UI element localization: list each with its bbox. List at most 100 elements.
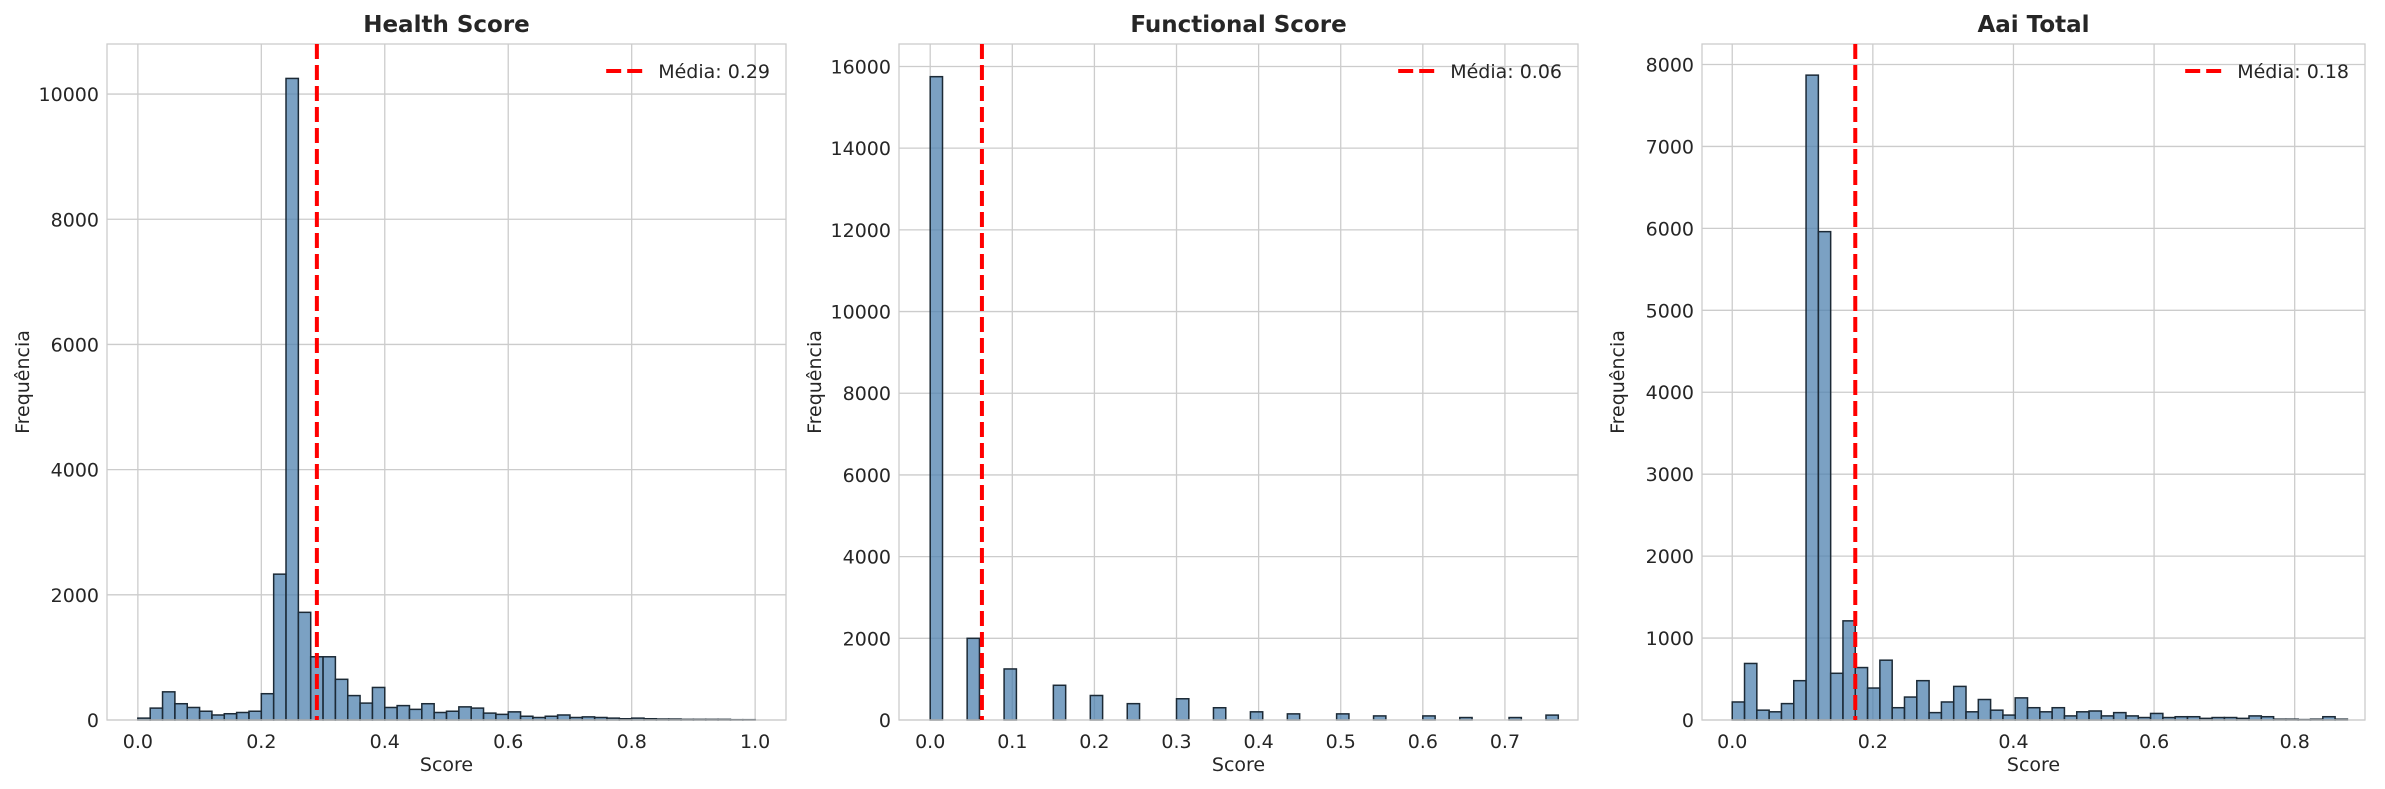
axes-frame — [106, 43, 787, 721]
chart-title: Health Score — [363, 12, 530, 38]
histogram-bar — [433, 711, 448, 721]
histogram-bar — [297, 611, 312, 721]
histogram-bar — [235, 711, 250, 721]
histogram-bar — [2088, 710, 2103, 721]
histogram-bar — [1731, 701, 1746, 721]
legend: Média: 0.18 — [2185, 61, 2349, 83]
histogram-bar — [346, 694, 361, 721]
x-tick-label: 1.0 — [740, 731, 770, 753]
histogram-bar — [1286, 713, 1301, 721]
x-tick-label: 0.8 — [2280, 731, 2310, 753]
histogram-bar — [1212, 706, 1227, 721]
histogram-bar — [2026, 706, 2041, 721]
histogram-bar — [1089, 694, 1104, 721]
histogram-bar — [1989, 709, 2004, 721]
x-tick-label: 0.2 — [1858, 731, 1888, 753]
legend: Média: 0.06 — [1398, 61, 1562, 83]
x-tick-label: 0.6 — [493, 731, 523, 753]
x-tick-label: 0.2 — [1079, 731, 1109, 753]
chart-title: Aai Total — [1977, 12, 2089, 38]
y-tick-label: 8000 — [1646, 54, 1694, 76]
histogram-bar — [1916, 679, 1930, 721]
histogram-panel-functional-score: 0.0 0.1 0.2 0.3 0.4 0.5 0.6 0.7 0 2000 4000 6000 800… — [804, 12, 1579, 776]
legend-label: Média: 0.18 — [2237, 61, 2349, 83]
x-tick-label: 0.4 — [1998, 731, 2028, 753]
histogram-bar — [2075, 711, 2090, 721]
y-tick-label: 8000 — [843, 383, 891, 405]
x-axis-label: Score — [1212, 754, 1265, 776]
x-tick-label: 0.0 — [123, 731, 153, 753]
histogram-bar — [1768, 711, 1783, 721]
y-tick-label: 6000 — [1646, 218, 1694, 240]
x-tick-label: 0.6 — [1408, 731, 1438, 753]
histogram-bar — [1879, 659, 1893, 721]
histogram-bar — [1903, 696, 1918, 721]
histogram-bar — [384, 706, 398, 721]
x-tick-label: 0.5 — [1326, 731, 1356, 753]
histogram-bar — [1756, 709, 1770, 721]
y-tick-label: 3000 — [1646, 464, 1694, 486]
histogram-bar — [1126, 702, 1141, 721]
histogram-bar — [1052, 684, 1067, 721]
y-tick-label: 6000 — [51, 334, 99, 356]
y-tick-label: 10000 — [39, 84, 99, 106]
histogram-bar — [421, 702, 435, 721]
histogram-bar — [334, 678, 349, 721]
y-tick-label: 0 — [1682, 710, 1694, 732]
axes-frame — [1701, 43, 2366, 721]
histogram-bar — [408, 708, 423, 721]
histogram-bar — [2014, 697, 2029, 721]
x-tick-label: 0.7 — [1490, 731, 1520, 753]
axes-frame — [898, 43, 1579, 721]
y-tick-label: 0 — [879, 710, 891, 732]
x-tick-label: 0.8 — [617, 731, 647, 753]
y-tick-label: 7000 — [1646, 136, 1694, 158]
y-tick-label: 8000 — [51, 209, 99, 231]
y-axis-label: Frequência — [1607, 330, 1629, 434]
histogram-bar — [2039, 711, 2053, 721]
y-tick-label: 6000 — [843, 465, 891, 487]
x-tick-label: 0.4 — [370, 731, 400, 753]
y-tick-label: 5000 — [1646, 300, 1694, 322]
x-tick-label: 0.1 — [997, 731, 1027, 753]
histogram-bar — [1175, 698, 1190, 721]
histogram-bar — [482, 712, 497, 721]
histogram-bar — [966, 637, 981, 721]
legend-label: Média: 0.06 — [1450, 61, 1562, 83]
histogram-bar — [2112, 711, 2127, 721]
x-tick-label: 0.6 — [2139, 731, 2169, 753]
histogram-bar — [1866, 687, 1881, 721]
histogram-bar — [1891, 706, 1906, 721]
histogram-bar — [1940, 701, 1955, 721]
histogram-bar — [174, 702, 188, 721]
histogram-bar — [1249, 711, 1264, 721]
histogram-bar — [1829, 672, 1844, 721]
histogram-bar — [556, 714, 571, 721]
histogram-bar — [1003, 668, 1018, 721]
histogram-bar — [285, 77, 300, 721]
legend-label: Média: 0.29 — [658, 61, 770, 83]
y-tick-label: 0 — [87, 710, 99, 732]
histogram-bar — [929, 75, 944, 721]
histogram-bar — [149, 707, 164, 721]
y-tick-label: 14000 — [831, 138, 891, 160]
histogram-bar — [1977, 698, 1992, 721]
x-axis-label: Score — [420, 754, 473, 776]
histogram-bar — [161, 691, 176, 721]
histogram-bar — [359, 702, 374, 721]
y-tick-label: 2000 — [843, 628, 891, 650]
histogram-bar — [1805, 74, 1820, 721]
legend: Média: 0.29 — [606, 61, 770, 83]
histogram-bar — [470, 707, 485, 721]
histogram-bar — [495, 713, 509, 721]
histogram-bar — [260, 692, 275, 721]
y-tick-label: 4000 — [843, 547, 891, 569]
x-tick-label: 0.3 — [1161, 731, 1191, 753]
histogram-bar — [1952, 685, 1967, 721]
histogram-bar — [248, 710, 263, 721]
y-tick-label: 16000 — [831, 56, 891, 78]
histogram-bar — [458, 706, 472, 721]
x-tick-label: 0.4 — [1244, 731, 1274, 753]
y-axis-label: Frequência — [804, 330, 826, 434]
